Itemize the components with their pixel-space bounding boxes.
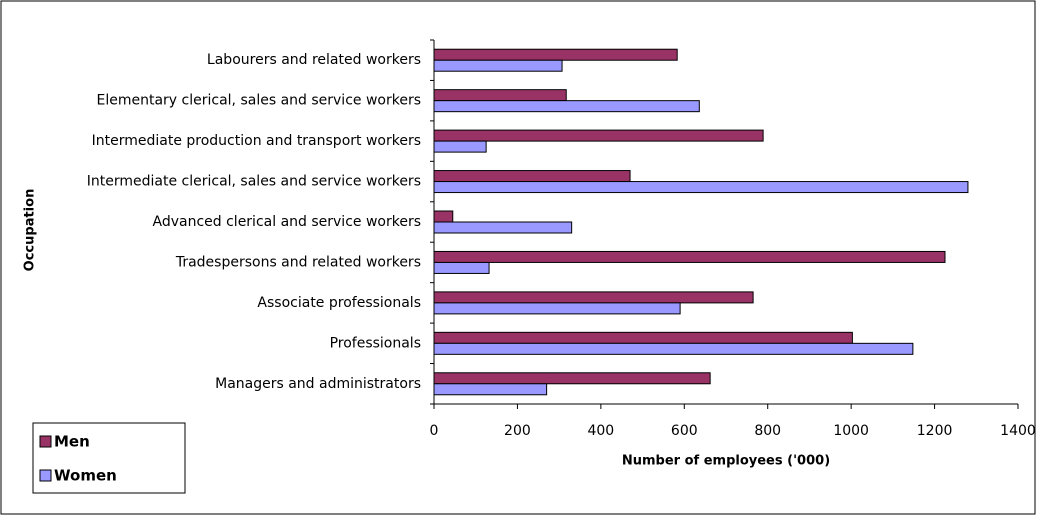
x-tick-label: 400 [587, 423, 614, 439]
bar [433, 261, 490, 274]
y-tick-label: Associate professionals [257, 295, 421, 311]
legend-label: Women [54, 467, 117, 485]
bar [433, 100, 700, 113]
legend-swatch [39, 469, 52, 482]
bar [433, 291, 754, 304]
bar [433, 221, 573, 234]
bar [433, 210, 454, 223]
x-tick-label: 1400 [1000, 423, 1036, 439]
y-tick-label: Labourers and related workers [207, 52, 421, 68]
bar [433, 383, 548, 396]
y-tick-label: Managers and administrators [215, 376, 421, 392]
bar [433, 170, 631, 183]
bar [433, 59, 563, 72]
bar [433, 181, 969, 194]
y-tick-label: Tradespersons and related workers [175, 254, 421, 270]
x-tick-label: 600 [671, 423, 698, 439]
y-axis-title: Occupation [23, 189, 38, 272]
y-tick-label: Elementary clerical, sales and service w… [97, 93, 422, 109]
bar [433, 331, 853, 344]
x-tick-label: 800 [754, 423, 781, 439]
bar [433, 342, 914, 355]
y-tick-label: Advanced clerical and service workers [153, 214, 422, 230]
bar [433, 302, 681, 315]
x-tick-label: 200 [504, 423, 531, 439]
y-tick-label: Professionals [330, 335, 421, 351]
legend-swatch [39, 435, 52, 448]
x-axis-title: Number of employees ('000) [622, 454, 830, 469]
legend-label: Men [54, 433, 90, 451]
legend-box [32, 422, 186, 494]
bar [433, 89, 567, 102]
x-tick-label: 1000 [833, 423, 869, 439]
x-tick-label: 0 [430, 423, 439, 439]
bar [433, 129, 764, 142]
bar [433, 48, 678, 61]
x-tick-label: 1200 [917, 423, 953, 439]
bar [433, 140, 487, 153]
y-tick-label: Intermediate production and transport wo… [92, 133, 421, 149]
bar [433, 372, 711, 385]
y-tick-label: Intermediate clerical, sales and service… [87, 174, 421, 190]
bar [433, 250, 946, 263]
